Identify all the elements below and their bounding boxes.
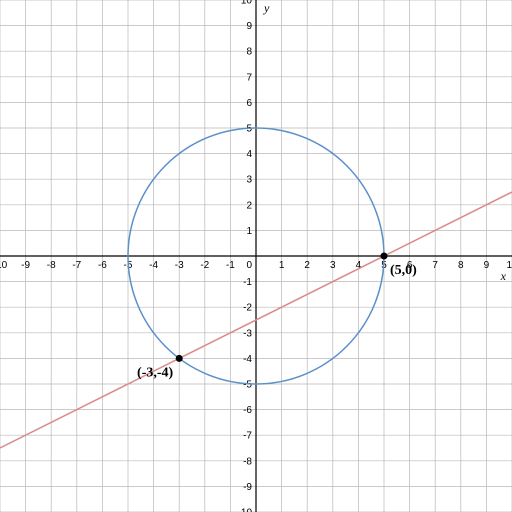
y-tick-label: -10: [238, 508, 253, 512]
y-tick-label: 8: [246, 47, 252, 58]
y-tick-label: -8: [243, 456, 252, 467]
data-point: [176, 355, 183, 362]
x-tick-label: -9: [21, 260, 30, 271]
y-tick-label: -2: [243, 303, 252, 314]
x-tick-label: -8: [47, 260, 56, 271]
x-tick-label: 7: [432, 260, 438, 271]
x-tick-label: 2: [304, 260, 310, 271]
x-tick-label: -7: [72, 260, 81, 271]
x-tick-label: 3: [330, 260, 336, 271]
y-tick-label: 6: [246, 98, 252, 109]
x-axis-label: x: [500, 269, 507, 283]
y-tick-label: 1: [246, 226, 252, 237]
y-tick-label: 2: [246, 200, 252, 211]
x-tick-label: -2: [200, 260, 209, 271]
y-tick-label: -3: [243, 328, 252, 339]
x-tick-label: 8: [458, 260, 464, 271]
x-tick-label: -10: [0, 260, 8, 271]
y-tick-label: 7: [246, 72, 252, 83]
x-tick-label: -4: [149, 260, 158, 271]
x-tick-label: -1: [226, 260, 235, 271]
y-tick-label: -1: [243, 277, 252, 288]
y-tick-label: -4: [243, 354, 252, 365]
y-tick-label: -9: [243, 482, 252, 493]
point-label: (-3,-4): [137, 365, 173, 380]
coordinate-plane: -10-9-8-7-6-5-4-3-2-112345678910-10-9-8-…: [0, 0, 512, 512]
y-tick-label: 4: [246, 149, 252, 160]
x-tick-label: 9: [484, 260, 490, 271]
y-tick-label: 9: [246, 21, 252, 32]
x-tick-label: -6: [98, 260, 107, 271]
x-tick-label: 10: [506, 260, 512, 271]
y-tick-label: -6: [243, 405, 252, 416]
y-tick-label: -7: [243, 431, 252, 442]
x-tick-label: 1: [279, 260, 285, 271]
x-tick-label: -3: [175, 260, 184, 271]
data-point: [381, 253, 388, 260]
y-tick-label: -5: [243, 380, 252, 391]
y-tick-label: 3: [246, 175, 252, 186]
point-label: (5,0): [390, 263, 417, 278]
y-axis-label: y: [263, 1, 270, 15]
origin-label: 0: [246, 260, 252, 271]
y-tick-label: 10: [241, 0, 253, 7]
